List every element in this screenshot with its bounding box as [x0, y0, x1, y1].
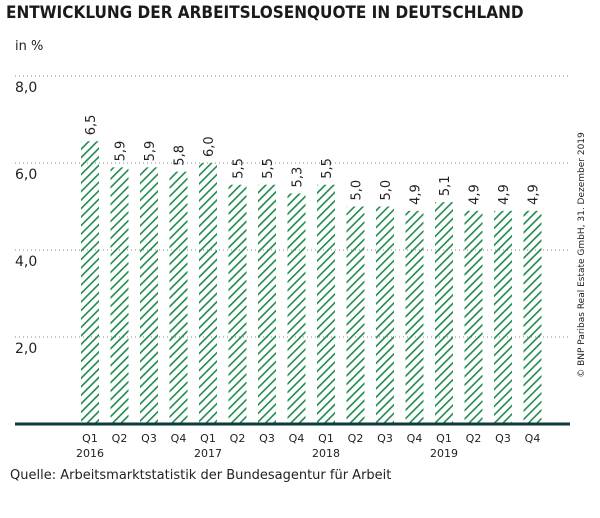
bar [494, 210, 512, 424]
value-label: 4,9 [527, 184, 542, 205]
value-label: 4,9 [409, 184, 424, 205]
subtitle: in % [15, 39, 43, 54]
x-tick-label: Q3 [141, 432, 157, 445]
bar [464, 210, 483, 424]
value-label: 4,9 [468, 184, 483, 205]
y-tick-label: 8,0 [15, 80, 37, 96]
bar [376, 206, 394, 424]
bar [169, 171, 188, 424]
year-label: 2019 [430, 447, 458, 460]
x-tick-label: Q1 [436, 432, 452, 445]
y-tick-label: 4,0 [15, 254, 37, 270]
value-label: 6,0 [202, 136, 217, 157]
y-tick-label: 2,0 [15, 341, 37, 357]
x-tick-label: Q3 [259, 432, 275, 445]
copyright: © BNP Paribas Real Estate GmbH, 31. Deze… [577, 132, 587, 378]
bar [228, 184, 247, 424]
value-label: 5,9 [143, 141, 158, 162]
bar [199, 163, 217, 424]
bar [405, 210, 424, 424]
value-label: 4,9 [497, 184, 512, 205]
bar [346, 206, 365, 424]
bar [81, 141, 99, 424]
bar [110, 167, 129, 424]
x-tick-label: Q1 [318, 432, 334, 445]
year-label: 2018 [312, 447, 340, 460]
value-label: 5,1 [438, 175, 453, 196]
x-tick-label: Q2 [466, 432, 482, 445]
x-tick-label: Q1 [82, 432, 98, 445]
bar [523, 210, 542, 424]
value-label: 6,5 [84, 115, 99, 136]
bar [140, 167, 158, 424]
value-label: 5,0 [379, 180, 394, 201]
value-label: 5,5 [232, 158, 247, 179]
bar [317, 184, 335, 424]
x-tick-label: Q1 [200, 432, 216, 445]
x-tick-label: Q4 [525, 432, 541, 445]
value-label: 5,8 [173, 145, 188, 166]
x-tick-label: Q2 [348, 432, 364, 445]
bar [258, 184, 276, 424]
x-tick-label: Q3 [495, 432, 511, 445]
year-label: 2016 [76, 447, 104, 460]
year-label: 2017 [194, 447, 222, 460]
value-label: 5,9 [114, 141, 129, 162]
x-tick-label: Q4 [171, 432, 187, 445]
x-tick-label: Q2 [112, 432, 128, 445]
x-tick-label: Q4 [289, 432, 305, 445]
value-label: 5,3 [291, 167, 306, 188]
x-tick-label: Q4 [407, 432, 423, 445]
x-tick-label: Q2 [230, 432, 246, 445]
y-tick-label: 6,0 [15, 167, 37, 183]
value-label: 5,5 [261, 158, 276, 179]
bar [435, 202, 453, 424]
chart-title: ENTWICKLUNG DER ARBEITSLOSENQUOTE IN DEU… [6, 3, 524, 23]
bar [287, 193, 306, 424]
source: Quelle: Arbeitsmarktstatistik der Bundes… [10, 468, 391, 483]
value-label: 5,0 [350, 180, 365, 201]
value-label: 5,5 [320, 158, 335, 179]
x-tick-label: Q3 [377, 432, 393, 445]
